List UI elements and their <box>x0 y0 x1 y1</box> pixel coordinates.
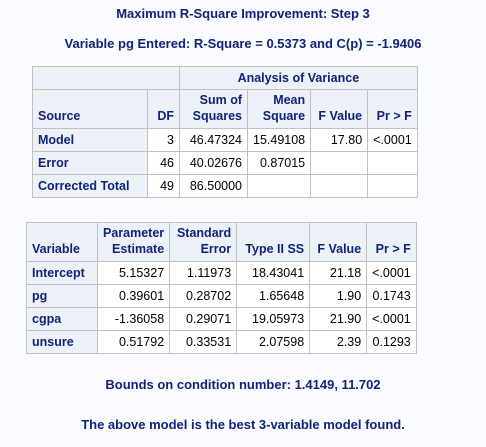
df-cell: 49 <box>146 174 181 198</box>
df-cell: 3 <box>146 128 181 152</box>
col-estimate: Parameter Estimate <box>96 222 171 262</box>
col-std-error: Standard Error <box>169 222 238 262</box>
ss-cell: 46.47324 <box>179 128 248 152</box>
col-p: Pr > F <box>367 89 418 129</box>
table-row: Error 46 40.02676 0.87015 <box>32 151 418 175</box>
step-title: Maximum R-Square Improvement: Step 3 <box>116 6 370 21</box>
col-source: Source <box>32 89 148 129</box>
row-label: cgpa <box>26 307 98 331</box>
f-cell: 21.18 <box>309 261 368 285</box>
col-ms-bottom: Square <box>262 109 306 123</box>
std-error-cell: 0.28702 <box>169 284 238 308</box>
estimate-cell: 0.39601 <box>96 284 171 308</box>
p-cell: 0.1743 <box>366 284 417 308</box>
ss-cell: 40.02676 <box>179 151 248 175</box>
p-cell: <.0001 <box>366 307 417 331</box>
col-df: DF <box>146 89 181 129</box>
f-cell: 17.80 <box>310 128 369 152</box>
col-estimate-top: Parameter <box>103 226 165 240</box>
col-std-error-bottom: Error <box>200 242 232 256</box>
p-cell: 0.1293 <box>366 330 417 354</box>
col-f: F Value <box>309 222 368 262</box>
anova-table: Analysis of Variance Source DF Sum of Sq… <box>32 66 418 198</box>
best-model-note: The above model is the best 3-variable m… <box>81 417 405 432</box>
f-cell: 1.90 <box>309 284 368 308</box>
row-label: Intercept <box>26 261 98 285</box>
p-cell <box>367 151 418 175</box>
type2-ss-cell: 18.43041 <box>236 261 311 285</box>
table-row: cgpa -1.36058 0.29071 19.05973 21.90 <.0… <box>26 307 417 331</box>
estimate-cell: 0.51792 <box>96 330 171 354</box>
col-f: F Value <box>310 89 369 129</box>
estimate-cell: -1.36058 <box>96 307 171 331</box>
table-row: Corrected Total 49 86.50000 <box>32 174 418 198</box>
col-ss-top: Sum of <box>199 93 242 107</box>
bounds-note: Bounds on condition number: 1.4149, 11.7… <box>105 377 381 392</box>
f-cell <box>310 174 369 198</box>
ss-cell: 86.50000 <box>179 174 248 198</box>
table-row: Model 3 46.47324 15.49108 17.80 <.0001 <box>32 128 418 152</box>
table-row: Intercept 5.15327 1.11973 18.43041 21.18… <box>26 261 417 285</box>
table-row: pg 0.39601 0.28702 1.65648 1.90 0.1743 <box>26 284 417 308</box>
std-error-cell: 0.29071 <box>169 307 238 331</box>
f-cell: 2.39 <box>309 330 368 354</box>
col-std-error-top: Standard <box>176 226 232 240</box>
col-variable: Variable <box>26 222 98 262</box>
parameter-estimates-table: Variable Parameter Estimate Standard Err… <box>26 222 417 354</box>
col-ss: Sum of Squares <box>179 89 248 129</box>
anova-corner <box>32 66 180 90</box>
row-label: Error <box>32 151 148 175</box>
type2-ss-cell: 19.05973 <box>236 307 311 331</box>
type2-ss-cell: 2.07598 <box>236 330 311 354</box>
col-ms-top: Mean <box>273 93 306 107</box>
ms-cell: 15.49108 <box>246 128 312 152</box>
p-cell <box>367 174 418 198</box>
variable-entered-title: Variable pg Entered: R-Square = 0.5373 a… <box>64 36 422 51</box>
std-error-cell: 0.33531 <box>169 330 238 354</box>
type2-ss-cell: 1.65648 <box>236 284 311 308</box>
col-ms: Mean Square <box>246 89 312 129</box>
p-cell: <.0001 <box>367 128 418 152</box>
row-label: unsure <box>26 330 98 354</box>
row-label: pg <box>26 284 98 308</box>
col-ss-bottom: Squares <box>192 109 242 123</box>
std-error-cell: 1.11973 <box>169 261 238 285</box>
f-cell: 21.90 <box>309 307 368 331</box>
estimate-cell: 5.15327 <box>96 261 171 285</box>
col-estimate-bottom: Estimate <box>112 242 165 256</box>
table-row: unsure 0.51792 0.33531 2.07598 2.39 0.12… <box>26 330 417 354</box>
row-label: Model <box>32 128 148 152</box>
df-cell: 46 <box>146 151 181 175</box>
ms-cell <box>246 174 312 198</box>
f-cell <box>310 151 369 175</box>
ms-cell: 0.87015 <box>246 151 312 175</box>
col-p: Pr > F <box>366 222 417 262</box>
anova-caption: Analysis of Variance <box>179 66 418 90</box>
p-cell: <.0001 <box>366 261 417 285</box>
col-type2-ss: Type II SS <box>236 222 311 262</box>
row-label: Corrected Total <box>32 174 148 198</box>
